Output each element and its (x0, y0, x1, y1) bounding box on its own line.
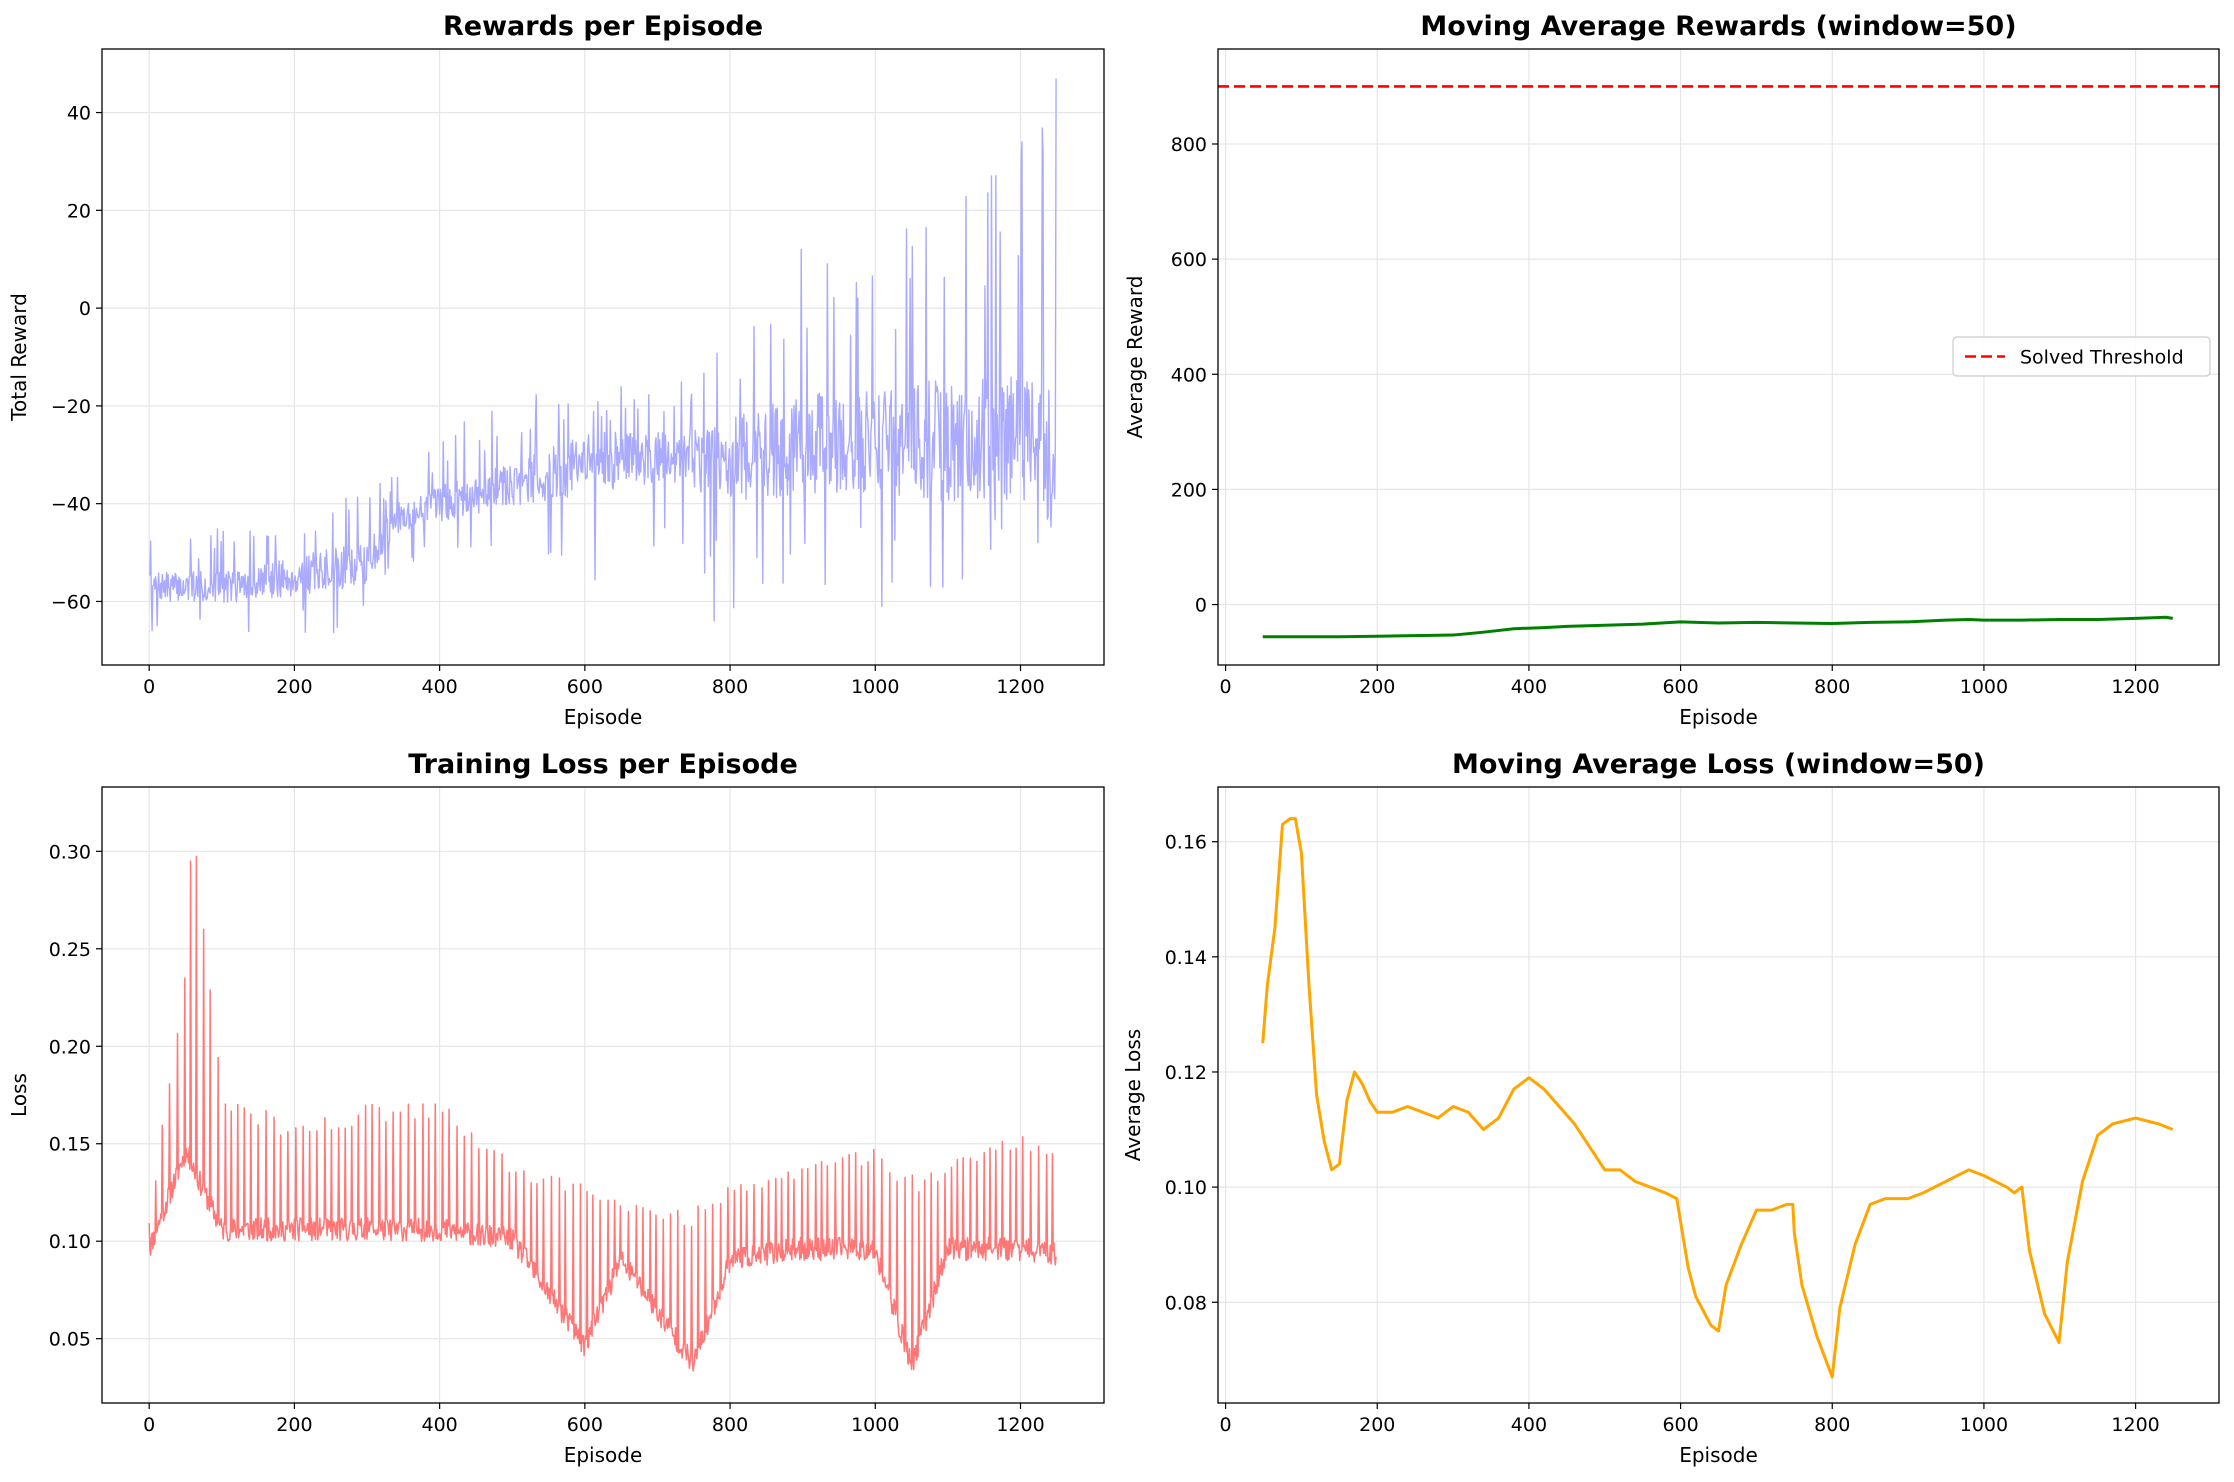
x-tick-label: 1000 (851, 676, 899, 698)
y-tick-label: −40 (51, 494, 91, 516)
y-tick-label: 0.16 (1165, 832, 1207, 854)
x-tick-label: 400 (1511, 1414, 1547, 1436)
x-tick-label: 1200 (2111, 676, 2159, 698)
y-tick-label: 0.15 (49, 1134, 91, 1156)
axes-frame (1217, 48, 2220, 666)
y-tick-label: 20 (67, 200, 91, 222)
x-tick-label: 600 (1662, 676, 1698, 698)
x-tick-label: 800 (1814, 1414, 1850, 1436)
legend-box (1952, 336, 2211, 377)
series-line (1261, 817, 2174, 1379)
y-tick-label: 0.12 (1165, 1062, 1207, 1084)
y-tick-label: −60 (51, 591, 91, 613)
x-tick-label: 200 (276, 1414, 312, 1436)
x-tick-label: 200 (1359, 676, 1395, 698)
chart-title: Training Loss per Episode (408, 749, 798, 780)
y-tick-label: 0.30 (49, 841, 91, 863)
y-tick-label: 40 (67, 103, 91, 125)
training-loss-per-episode-chart: 0 200 400 600 800 1000 1200 0.05 0.10 0.15 0.20 0.2… (7, 749, 1105, 1467)
chart-title: Rewards per Episode (443, 11, 763, 42)
x-tick-label: 0 (1220, 1414, 1232, 1436)
x-tick-label: 400 (1511, 676, 1547, 698)
x-tick-label: 800 (1814, 676, 1850, 698)
y-tick-label: 800 (1171, 134, 1207, 156)
x-tick-label: 0 (143, 676, 155, 698)
x-axis-label: Episode (1679, 1443, 1758, 1467)
x-tick-label: 1200 (996, 676, 1044, 698)
y-axis-label: Average Loss (1121, 1029, 1145, 1161)
x-tick-label: 1200 (2111, 1414, 2159, 1436)
y-tick-label: 200 (1171, 479, 1207, 501)
legend: Solved Threshold (1952, 336, 2211, 377)
moving-average-rewards-chart: 0 200 400 600 800 1000 1200 0 200 400 600 800 Moving… (1123, 11, 2220, 729)
axes-frame (101, 786, 1105, 1404)
y-tick-label: 0.25 (49, 939, 91, 961)
y-tick-label: 0.10 (49, 1231, 91, 1253)
x-axis-label: Episode (1679, 705, 1758, 729)
moving-average-loss-chart: 0 200 400 600 800 1000 1200 0.08 0.10 0.12 0.14 0.1… (1121, 749, 2220, 1467)
y-tick-label: 0.10 (1165, 1177, 1207, 1199)
x-tick-label: 1000 (1960, 1414, 2008, 1436)
y-tick-label: 0.05 (49, 1329, 91, 1351)
series-line (148, 855, 1057, 1372)
y-axis-label: Loss (7, 1073, 31, 1117)
x-tick-label: 0 (143, 1414, 155, 1436)
x-tick-label: 800 (712, 676, 748, 698)
y-tick-label: 0 (1195, 595, 1207, 617)
x-tick-label: 400 (421, 676, 457, 698)
y-tick-label: 0.14 (1165, 947, 1207, 969)
y-axis-label: Total Reward (7, 293, 31, 422)
legend-label: Solved Threshold (2020, 347, 2184, 369)
series-line (1262, 615, 2173, 639)
y-axis-label: Average Reward (1123, 276, 1147, 439)
y-tick-label: 400 (1171, 364, 1207, 386)
x-tick-label: 600 (567, 1414, 603, 1436)
chart-title: Moving Average Rewards (window=50) (1420, 11, 2016, 42)
x-tick-label: 1000 (1960, 676, 2008, 698)
x-tick-label: 1000 (851, 1414, 899, 1436)
x-axis-label: Episode (564, 1443, 643, 1467)
y-tick-label: 0.20 (49, 1036, 91, 1058)
y-tick-label: 0 (79, 298, 91, 320)
x-tick-label: 0 (1220, 676, 1232, 698)
y-tick-label: −20 (51, 396, 91, 418)
x-tick-label: 600 (567, 676, 603, 698)
series-line (148, 78, 1057, 634)
x-tick-label: 200 (1359, 1414, 1395, 1436)
axes-frame (101, 48, 1105, 666)
x-tick-label: 600 (1662, 1414, 1698, 1436)
x-tick-label: 800 (712, 1414, 748, 1436)
x-tick-label: 200 (276, 676, 312, 698)
axes-frame (1217, 786, 2220, 1404)
rewards-per-episode-chart: 0 200 400 600 800 1000 1200 −60 −40 −20 0 20 40 Rewar… (7, 11, 1105, 729)
y-tick-label: 0.08 (1165, 1292, 1207, 1314)
x-tick-label: 400 (421, 1414, 457, 1436)
chart-title: Moving Average Loss (window=50) (1452, 749, 1985, 780)
x-axis-label: Episode (564, 705, 643, 729)
y-tick-label: 600 (1171, 249, 1207, 271)
x-tick-label: 1200 (996, 1414, 1044, 1436)
